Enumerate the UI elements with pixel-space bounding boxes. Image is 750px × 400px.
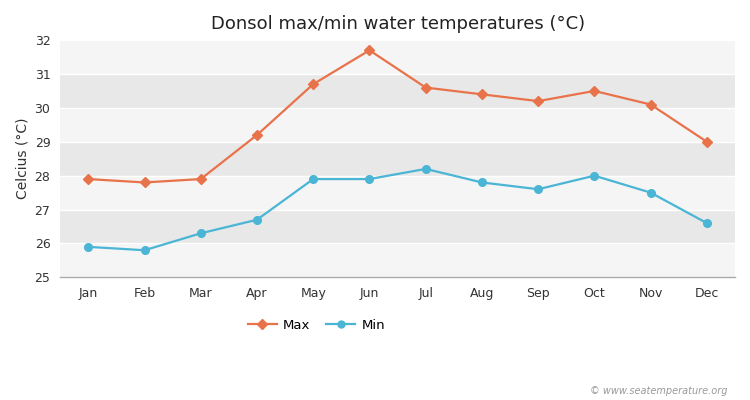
Title: Donsol max/min water temperatures (°C): Donsol max/min water temperatures (°C)	[211, 15, 585, 33]
Bar	[60, 210, 735, 244]
Bar	[60, 74, 735, 108]
Bar	[60, 176, 735, 210]
Bar	[60, 142, 735, 176]
Bar	[60, 108, 735, 142]
Y-axis label: Celcius (°C): Celcius (°C)	[15, 118, 29, 200]
Text: © www.seatemperature.org: © www.seatemperature.org	[590, 386, 728, 396]
Bar	[60, 244, 735, 277]
Bar	[60, 40, 735, 74]
Legend: Max, Min: Max, Min	[242, 314, 391, 337]
